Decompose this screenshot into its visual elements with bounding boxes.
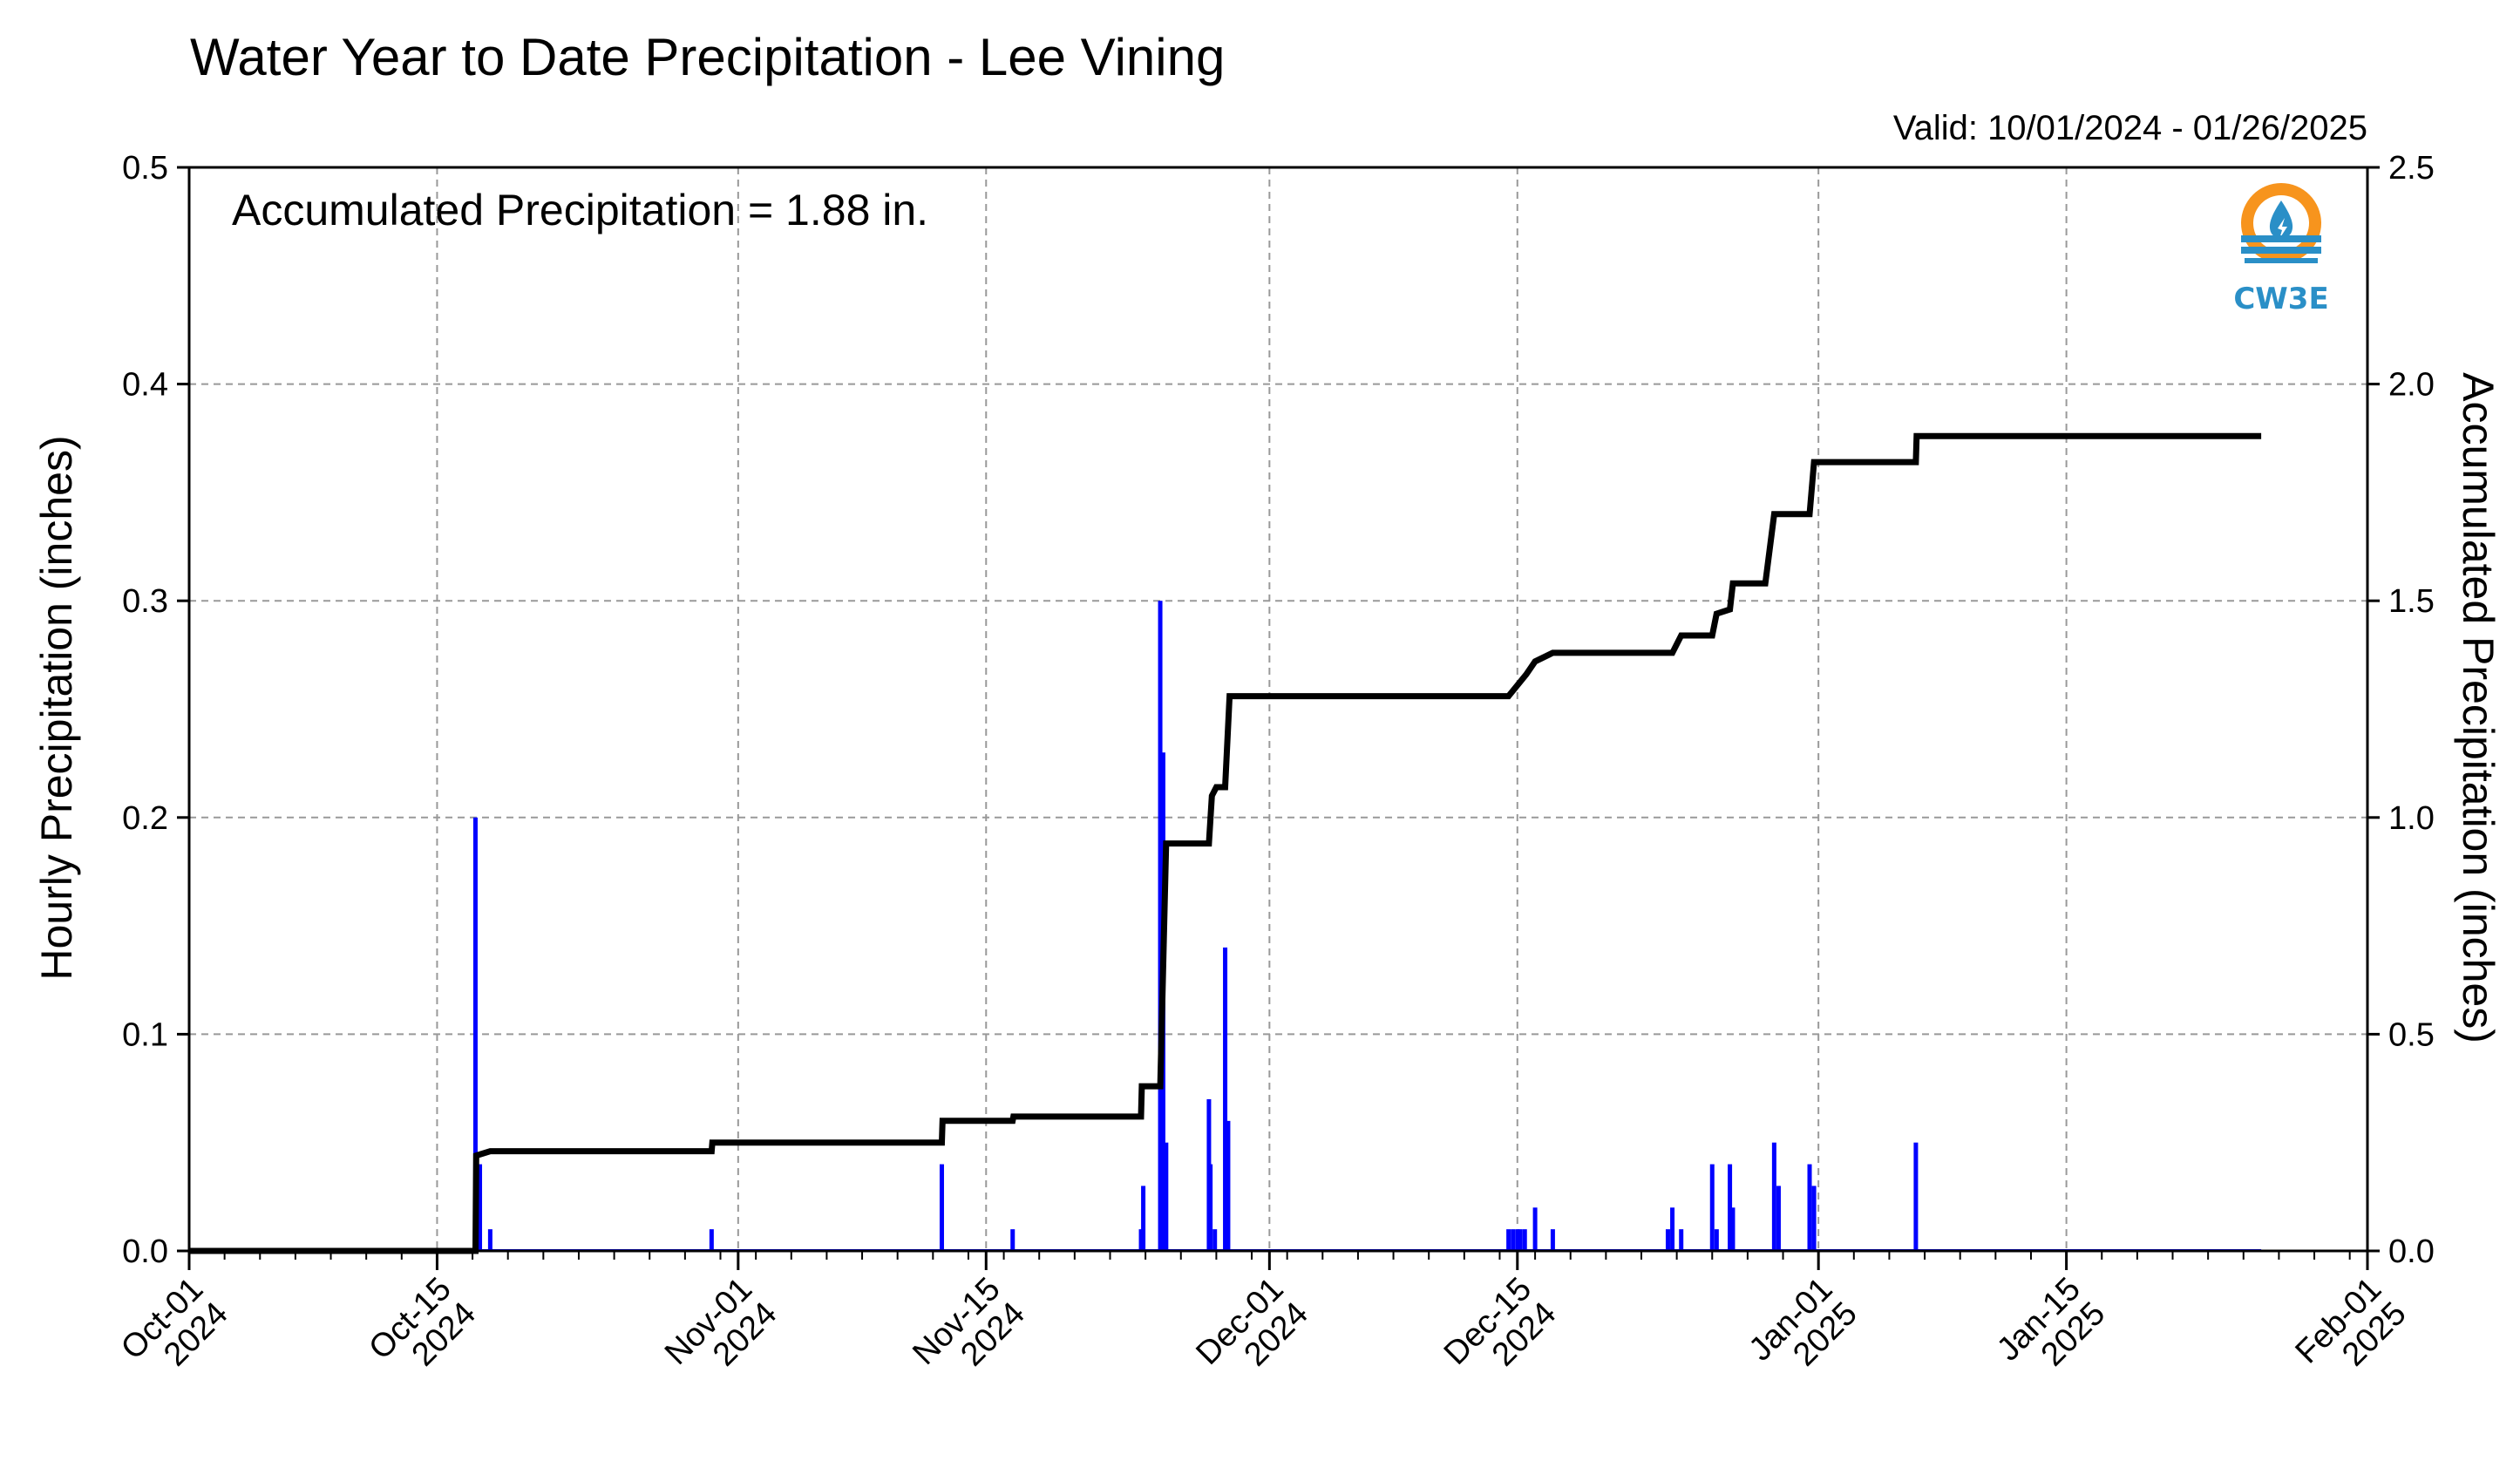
accumulated-precip-line	[189, 432, 2262, 1254]
hourly-precip-bar	[1141, 1186, 1146, 1251]
hourly-precip-bar	[1522, 1229, 1527, 1251]
logo-wave-1	[2241, 235, 2321, 242]
right-axis-tick-label: 2.5	[2388, 150, 2435, 187]
hourly-precip-bar	[1515, 1229, 1520, 1251]
hourly-precip-bar	[1223, 947, 1228, 1251]
left-axis-tick-label: 0.0	[122, 1233, 168, 1270]
hourly-precip-bar	[939, 1164, 944, 1251]
hourly-precip-bar	[1776, 1186, 1781, 1251]
cw3e-logo: CW3E	[2233, 183, 2329, 316]
logo-text: CW3E	[2233, 282, 2328, 316]
hourly-precip-bar	[1709, 1164, 1715, 1251]
right-axis-tick-label: 0.5	[2388, 1016, 2435, 1053]
hourly-precip-bar	[1771, 1142, 1776, 1251]
right-axis-tick-label: 2.0	[2388, 367, 2435, 404]
accumulated-line-layer	[189, 432, 2262, 1254]
hourly-precip-bar	[1226, 1120, 1231, 1251]
hourly-precip-bar	[1550, 1229, 1555, 1251]
hourly-precip-bar	[1164, 1142, 1169, 1251]
right-axis-tick-label: 1.5	[2388, 583, 2435, 620]
hourly-precip-bar	[1665, 1229, 1670, 1251]
left-axis-tick-label: 0.2	[122, 800, 168, 837]
left-axis-label: Hourly Precipitation (inches)	[32, 435, 81, 980]
accumulated-annotation: Accumulated Precipitation = 1.88 in.	[232, 186, 928, 234]
hourly-precip-bar	[1730, 1207, 1735, 1251]
hourly-precip-bar	[1679, 1229, 1684, 1251]
hourly-precip-bar	[1138, 1229, 1144, 1251]
grid-lines	[189, 167, 2367, 1251]
hourly-precip-bar	[1506, 1229, 1511, 1251]
hourly-precip-bar	[1913, 1142, 1919, 1251]
hourly-precip-bar	[1811, 1186, 1817, 1251]
logo-wave-3	[2245, 258, 2318, 263]
right-axis-tick-label: 0.0	[2388, 1233, 2435, 1270]
hourly-precip-bar	[1714, 1229, 1719, 1251]
left-axis-tick-label: 0.4	[122, 367, 168, 404]
right-axis-label: Accumulated Precipitation (inches)	[2454, 372, 2503, 1043]
right-axis-tick-label: 1.0	[2388, 800, 2435, 837]
chart-title: Water Year to Date Precipitation - Lee V…	[190, 28, 1225, 86]
lightning-icon	[2278, 218, 2287, 239]
hourly-precip-bar	[709, 1229, 714, 1251]
hourly-precip-bar	[1518, 1229, 1523, 1251]
hourly-precip-bar	[1670, 1207, 1675, 1251]
water-drop-icon	[2269, 200, 2293, 239]
hourly-precip-bar	[487, 1229, 492, 1251]
left-axis-tick-label: 0.3	[122, 583, 168, 620]
hourly-precip-bar	[1010, 1229, 1015, 1251]
hourly-precip-bar	[472, 817, 478, 1251]
hourly-precip-bar	[478, 1164, 483, 1251]
hourly-precip-bar	[1511, 1229, 1516, 1251]
logo-wave-2	[2241, 247, 2321, 254]
left-axis-tick-label: 0.1	[122, 1016, 168, 1053]
plot-frame	[187, 166, 2369, 1253]
hourly-precip-bar	[1208, 1164, 1213, 1251]
hourly-precip-bar	[1807, 1164, 1812, 1251]
valid-range: Valid: 10/01/2024 - 01/26/2025	[1893, 109, 2367, 147]
hourly-precip-bar	[1158, 601, 1163, 1251]
hourly-precip-bar	[1532, 1207, 1538, 1251]
hourly-precip-bar	[1212, 1229, 1218, 1251]
left-axis-tick-label: 0.5	[122, 150, 168, 187]
hourly-precip-bar	[1728, 1164, 1733, 1251]
